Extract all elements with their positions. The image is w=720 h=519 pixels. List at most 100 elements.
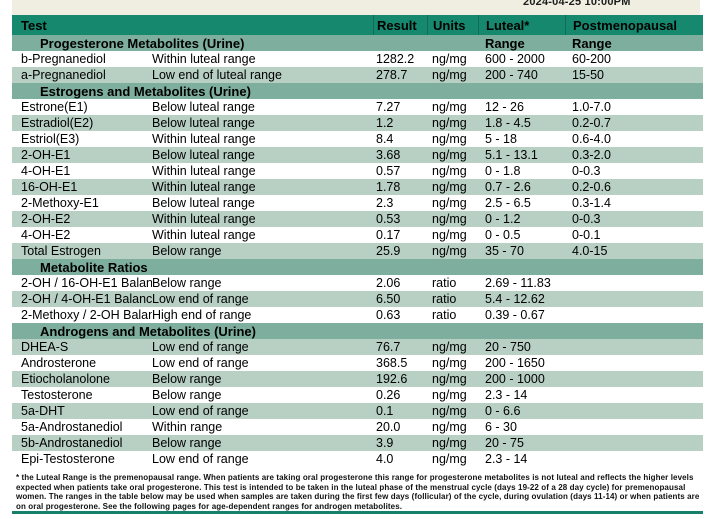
postmenopausal-range-cell: 0-0.3 bbox=[572, 164, 601, 178]
result-value-cell: 368.5 bbox=[376, 356, 408, 370]
column-header-test: Test bbox=[21, 17, 47, 33]
test-name-cell: 2-OH / 16-OH-E1 Balance bbox=[21, 276, 152, 290]
result-status-cell: Below luteal range bbox=[152, 148, 255, 162]
luteal-range-cell: 5.4 - 12.62 bbox=[485, 292, 545, 306]
postmenopausal-range-cell: 0-0.1 bbox=[572, 228, 601, 242]
units-cell: ng/mg bbox=[432, 196, 467, 210]
luteal-range-footnote: * the Luteal Range is the premenopausal … bbox=[16, 473, 700, 511]
result-status-cell: Within range bbox=[152, 420, 223, 434]
result-status-cell: Within luteal range bbox=[152, 132, 256, 146]
result-value-cell: 20.0 bbox=[376, 420, 401, 434]
units-cell: ng/mg bbox=[432, 356, 467, 370]
lab-results-table: Test Result Units Luteal* Postmenopausal… bbox=[12, 15, 703, 467]
result-value-cell: 0.26 bbox=[376, 388, 401, 402]
luteal-range-cell: 0 - 6.6 bbox=[485, 404, 521, 418]
units-cell: ng/mg bbox=[432, 244, 467, 258]
luteal-range-cell: 20 - 75 bbox=[485, 436, 524, 450]
postmenopausal-range-cell: 0.2-0.7 bbox=[572, 116, 611, 130]
postmenopausal-range-cell: 0.3-1.4 bbox=[572, 196, 611, 210]
table-row: 2-OH / 4-OH-E1 Balance Low end of range 6.… bbox=[12, 291, 703, 307]
result-status-cell: Within luteal range bbox=[152, 212, 256, 226]
result-status-cell: High end of range bbox=[152, 308, 252, 322]
test-name-cell: 2-Methoxy / 2-OH Balance bbox=[21, 308, 152, 322]
result-value-cell: 1282.2 bbox=[376, 52, 415, 66]
test-name-cell: 5b-Androstanediol bbox=[21, 436, 123, 450]
result-value-cell: 2.06 bbox=[376, 276, 401, 290]
units-cell: ng/mg bbox=[432, 436, 467, 450]
postmenopausal-range-cell: 0.6-4.0 bbox=[572, 132, 611, 146]
result-status-cell: Low end of range bbox=[152, 404, 249, 418]
table-header-row: Test Result Units Luteal* Postmenopausal bbox=[12, 15, 703, 35]
luteal-range-cell: 2.69 - 11.83 bbox=[485, 276, 551, 290]
table-row: Epi-Testosterone Low end of range 4.0 ng/mg… bbox=[12, 451, 703, 467]
units-cell: ng/mg bbox=[432, 180, 467, 194]
section-title: Estrogens and Metabolites (Urine) bbox=[40, 83, 251, 99]
section-title: Progesterone Metabolites (Urine) bbox=[40, 35, 245, 51]
result-value-cell: 1.2 bbox=[376, 116, 394, 130]
test-name-cell: Total Estrogen bbox=[21, 244, 101, 258]
units-cell: ng/mg bbox=[432, 340, 467, 354]
table-body: Progesterone Metabolites (Urine) Range Ran… bbox=[12, 35, 703, 467]
table-row: DHEA-S Low end of range 76.7 ng/mg 20 - 750 bbox=[12, 339, 703, 355]
result-status-cell: Below luteal range bbox=[152, 100, 255, 114]
luteal-range-cell: 200 - 1000 bbox=[485, 372, 545, 386]
units-cell: ng/mg bbox=[432, 388, 467, 402]
postmenopausal-range-cell: 0.3-2.0 bbox=[572, 148, 611, 162]
table-row: 2-OH-E2 Within luteal range 0.53 ng/mg 0 - 1… bbox=[12, 211, 703, 227]
units-cell: ng/mg bbox=[432, 100, 467, 114]
result-value-cell: 0.57 bbox=[376, 164, 401, 178]
column-header-result: Result bbox=[373, 15, 427, 35]
luteal-range-cell: 6 - 30 bbox=[485, 420, 517, 434]
section-header-row: Androgens and Metabolites (Urine) bbox=[12, 323, 703, 339]
test-name-cell: a-Pregnanediol bbox=[21, 68, 106, 82]
units-cell: ng/mg bbox=[432, 132, 467, 146]
section-header-row: Estrogens and Metabolites (Urine) bbox=[12, 83, 703, 99]
test-name-cell: 5a-DHT bbox=[21, 404, 65, 418]
table-row: b-Pregnanediol Within luteal range 1282.2 n… bbox=[12, 51, 703, 67]
test-name-cell: Androsterone bbox=[21, 356, 97, 370]
test-name-cell: 16-OH-E1 bbox=[21, 180, 78, 194]
result-value-cell: 1.78 bbox=[376, 180, 401, 194]
test-name-cell: b-Pregnanediol bbox=[21, 52, 106, 66]
section-header-row: Metabolite Ratios bbox=[12, 259, 703, 275]
result-status-cell: Below luteal range bbox=[152, 196, 255, 210]
table-row: 4-OH-E1 Within luteal range 0.57 ng/mg 0 - 1… bbox=[12, 163, 703, 179]
postmenopausal-range-cell: 1.0-7.0 bbox=[572, 100, 611, 114]
luteal-range-cell: 200 - 740 bbox=[485, 68, 538, 82]
result-value-cell: 0.1 bbox=[376, 404, 394, 418]
table-row: Estrone(E1) Below luteal range 7.27 ng/mg 12… bbox=[12, 99, 703, 115]
result-value-cell: 0.53 bbox=[376, 212, 401, 226]
result-value-cell: 278.7 bbox=[376, 68, 408, 82]
table-row: Estradiol(E2) Below luteal range 1.2 ng/mg 1… bbox=[12, 115, 703, 131]
luteal-range-cell: 2.3 - 14 bbox=[485, 388, 528, 402]
luteal-range-cell: 200 - 1650 bbox=[485, 356, 545, 370]
units-cell: ng/mg bbox=[432, 164, 467, 178]
luteal-range-cell: 5.1 - 13.1 bbox=[485, 148, 538, 162]
units-cell: ng/mg bbox=[432, 228, 467, 242]
postmenopausal-range-sublabel: Range bbox=[572, 35, 612, 51]
postmenopausal-range-cell: 0.2-0.6 bbox=[572, 180, 611, 194]
units-cell: ng/mg bbox=[432, 452, 467, 466]
section-title: Metabolite Ratios bbox=[40, 259, 148, 275]
units-cell: ng/mg bbox=[432, 68, 467, 82]
test-name-cell: 2-Methoxy-E1 bbox=[21, 196, 99, 210]
result-status-cell: Below range bbox=[152, 388, 222, 402]
test-name-cell: 5a-Androstanediol bbox=[21, 420, 123, 434]
table-row: Etiocholanolone Below range 192.6 ng/mg 200 … bbox=[12, 371, 703, 387]
result-value-cell: 7.27 bbox=[376, 100, 401, 114]
result-status-cell: Low end of range bbox=[152, 452, 249, 466]
test-name-cell: Epi-Testosterone bbox=[21, 452, 115, 466]
test-name-cell: Testosterone bbox=[21, 388, 93, 402]
table-row: 2-OH / 16-OH-E1 Balance Below range 2.06 ra… bbox=[12, 275, 703, 291]
result-value-cell: 25.9 bbox=[376, 244, 401, 258]
result-status-cell: Within luteal range bbox=[152, 180, 256, 194]
table-row: 4-OH-E2 Within luteal range 0.17 ng/mg 0 - 0… bbox=[12, 227, 703, 243]
column-header-units: Units bbox=[427, 15, 478, 35]
result-status-cell: Low end of range bbox=[152, 292, 249, 306]
table-row: 5a-DHT Low end of range 0.1 ng/mg 0 - 6.6 bbox=[12, 403, 703, 419]
luteal-range-cell: 0 - 0.5 bbox=[485, 228, 521, 242]
test-name-cell: Estradiol(E2) bbox=[21, 116, 94, 130]
test-name-cell: Estrone(E1) bbox=[21, 100, 88, 114]
postmenopausal-range-cell: 4.0-15 bbox=[572, 244, 608, 258]
units-cell: ng/mg bbox=[432, 116, 467, 130]
